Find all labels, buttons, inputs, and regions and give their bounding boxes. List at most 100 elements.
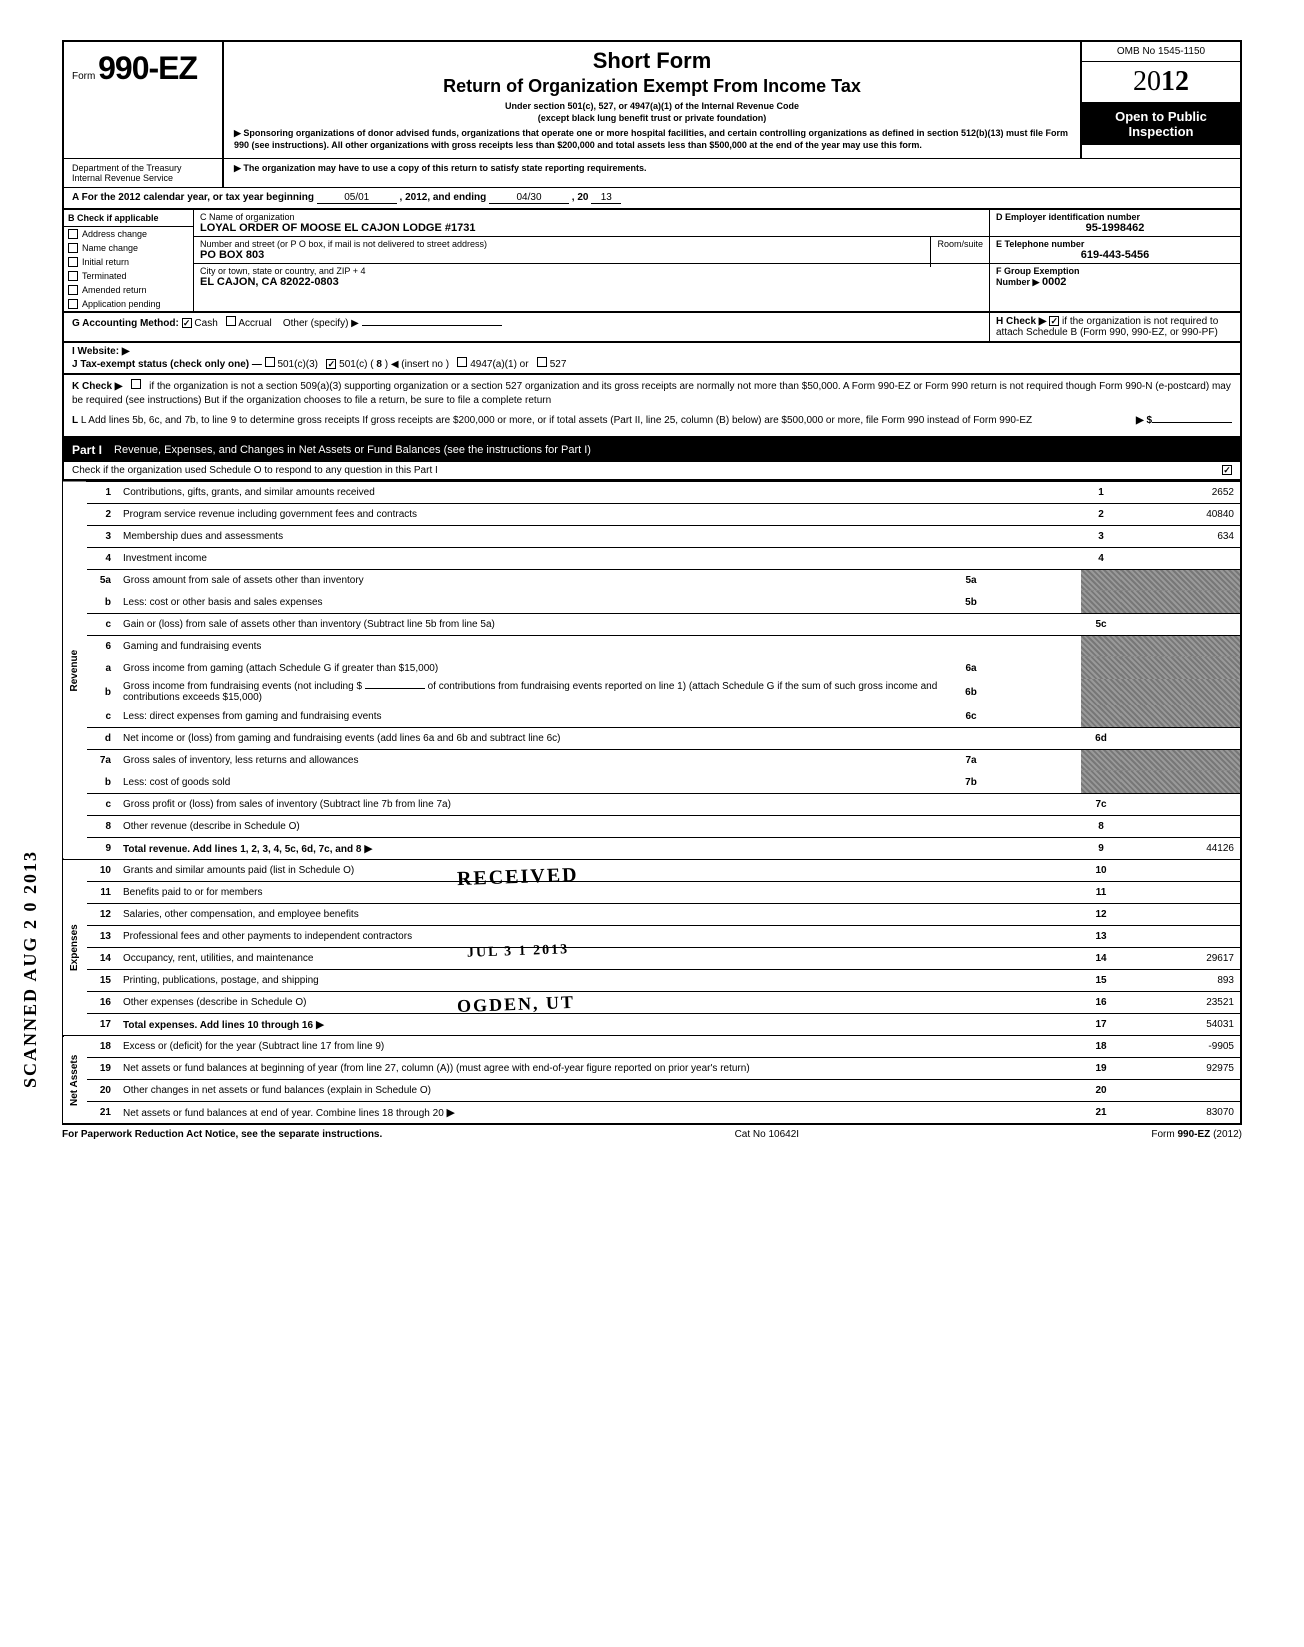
other-specify[interactable]: [362, 325, 502, 326]
k-text: if the organization is not a section 509…: [72, 381, 1231, 406]
room-suite-label: Room/suite: [930, 237, 989, 267]
line-19-desc: Net assets or fund balances at beginning…: [123, 1063, 750, 1074]
line-15-desc: Printing, publications, postage, and shi…: [123, 975, 319, 986]
j-opt3: 4947(a)(1) or: [470, 359, 528, 370]
line-20-desc: Other changes in net assets or fund bala…: [123, 1085, 431, 1096]
line-11-desc: Benefits paid to or for members: [123, 887, 263, 898]
form-label: Form: [72, 71, 95, 82]
line-20-val: [1121, 1080, 1241, 1102]
line-14-desc: Occupancy, rent, utilities, and maintena…: [123, 953, 313, 964]
chk-amended[interactable]: Amended return: [64, 283, 193, 297]
line-5b-mb: 5b: [951, 591, 991, 613]
phone-value: 619-443-5456: [996, 249, 1234, 261]
vtab-netassets: Net Assets: [63, 1036, 87, 1124]
line-9-val: 44126: [1121, 837, 1241, 859]
phone-label: E Telephone number: [996, 239, 1234, 249]
j-opt2-tail: ) ◀ (insert no ): [385, 359, 449, 370]
line-7a-desc: Gross sales of inventory, less returns a…: [123, 755, 358, 766]
vtab-expenses: Expenses: [63, 860, 87, 1036]
dept-treasury: Department of the Treasury: [72, 163, 214, 173]
section-b: B Check if applicable Address change Nam…: [64, 210, 194, 311]
line-1-desc: Contributions, gifts, grants, and simila…: [123, 487, 375, 498]
line-6-desc: Gaming and fundraising events: [123, 641, 261, 652]
part1-check-text: Check if the organization used Schedule …: [72, 465, 438, 476]
line-21-val: 83070: [1121, 1102, 1241, 1124]
title-short-form: Short Form: [234, 48, 1070, 74]
other-label: Other (specify) ▶: [283, 318, 359, 329]
line-6d-desc: Net income or (loss) from gaming and fun…: [123, 733, 560, 744]
line-19-val: 92975: [1121, 1058, 1241, 1080]
l-text: L Add lines 5b, 6c, and 7b, to line 9 to…: [81, 415, 1032, 426]
footer-left: For Paperwork Reduction Act Notice, see …: [62, 1129, 382, 1140]
line-17-desc: Total expenses. Add lines 10 through 16: [123, 1020, 313, 1031]
line-19-num: 19: [87, 1058, 117, 1080]
line-2-val: 40840: [1121, 503, 1241, 525]
line-5c-num: c: [87, 613, 117, 635]
section-k-l: K Check ▶ if the organization is not a s…: [62, 375, 1242, 438]
line-6b-mv: [991, 679, 1081, 705]
section-b-header: B Check if applicable: [64, 210, 193, 227]
line-1-num: 1: [87, 481, 117, 503]
chk-name-change[interactable]: Name change: [64, 241, 193, 255]
chk-accrual[interactable]: [226, 316, 236, 326]
shaded: [1121, 635, 1241, 657]
contrib-amount[interactable]: [365, 688, 425, 689]
subtitle-2: (except black lung benefit trust or priv…: [234, 113, 1070, 125]
line-7b-mb: 7b: [951, 771, 991, 793]
h-label: H Check ▶: [996, 316, 1046, 327]
chk-label: Address change: [82, 229, 147, 239]
chk-label: Application pending: [82, 299, 161, 309]
form-990ez-container: Form 990-EZ Short Form Return of Organiz…: [62, 40, 1242, 1144]
line-21-rn: 21: [1081, 1102, 1121, 1124]
chk-527[interactable]: [537, 357, 547, 367]
shaded: [1081, 771, 1121, 793]
chk-4947[interactable]: [457, 357, 467, 367]
line-7c-rn: 7c: [1081, 793, 1121, 815]
j-opt1: 501(c)(3): [277, 359, 318, 370]
line-14-rn: 14: [1081, 948, 1121, 970]
form-number-box: Form 990-EZ: [64, 42, 224, 158]
line-6c-mv: [991, 705, 1081, 727]
line-7b-mv: [991, 771, 1081, 793]
chk-initial-return[interactable]: Initial return: [64, 255, 193, 269]
chk-schedule-b[interactable]: [1049, 316, 1059, 326]
chk-pending[interactable]: Application pending: [64, 297, 193, 311]
line-7b-num: b: [87, 771, 117, 793]
shaded: [1121, 569, 1241, 591]
section-c: C Name of organization LOYAL ORDER OF MO…: [194, 210, 990, 311]
addr-row: Room/suite Number and street (or P O box…: [194, 237, 989, 264]
line-16-rn: 16: [1081, 992, 1121, 1014]
line-14-val: 29617: [1121, 948, 1241, 970]
chk-address-change[interactable]: Address change: [64, 227, 193, 241]
chk-501c[interactable]: [326, 359, 336, 369]
line-16-num: 16: [87, 992, 117, 1014]
shaded: [1081, 657, 1121, 679]
tax-year: 2012: [1082, 62, 1240, 103]
line-18-rn: 18: [1081, 1036, 1121, 1058]
line-5a-desc: Gross amount from sale of assets other t…: [123, 575, 364, 586]
omb-number: OMB No 1545-1150: [1082, 42, 1240, 62]
line-12-desc: Salaries, other compensation, and employ…: [123, 909, 359, 920]
name-label: C Name of organization: [200, 212, 983, 222]
line-6d-val: [1121, 727, 1241, 749]
line-3-desc: Membership dues and assessments: [123, 531, 283, 542]
year-begin: 05/01: [317, 192, 397, 204]
chk-schedule-o[interactable]: [1222, 465, 1232, 475]
shaded: [1121, 749, 1241, 771]
j-label: J Tax-exempt status (check only one) —: [72, 359, 262, 370]
line-8-desc: Other revenue (describe in Schedule O): [123, 821, 300, 832]
line-9-num: 9: [87, 837, 117, 859]
chk-501c3[interactable]: [265, 357, 275, 367]
line-6c-desc: Less: direct expenses from gaming and fu…: [123, 711, 381, 722]
line-6b-desc: Gross income from fundraising events (no…: [123, 681, 362, 692]
line-13-val: [1121, 926, 1241, 948]
chk-cash[interactable]: [182, 318, 192, 328]
accrual-label: Accrual: [238, 318, 271, 329]
line-19-rn: 19: [1081, 1058, 1121, 1080]
l-amount[interactable]: [1152, 422, 1232, 423]
line-18-num: 18: [87, 1036, 117, 1058]
line-3-val: 634: [1121, 525, 1241, 547]
chk-terminated[interactable]: Terminated: [64, 269, 193, 283]
chk-k[interactable]: [131, 379, 141, 389]
line-4-rn: 4: [1081, 547, 1121, 569]
